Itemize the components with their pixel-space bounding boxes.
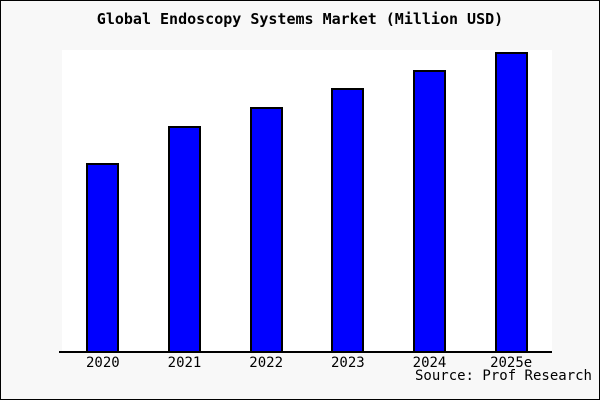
source-note: Source: Prof Research [414,368,592,384]
x-tick-label-2024: 2024 [412,355,447,371]
plot-area [62,50,552,351]
bar-2020 [86,163,120,351]
x-tick-label-2023: 2023 [330,355,365,371]
bar-2025e [494,52,528,351]
bar-2022 [249,107,283,351]
bar-2021 [168,126,201,351]
x-axis-tick-labels: 2020 2021 2022 2023 2024 2025e [1,355,599,373]
x-tick-label-2021: 2021 [167,355,202,371]
x-tick-label-2020: 2020 [85,355,120,371]
chart-title: Global Endoscopy Systems Market (Million… [96,10,504,28]
x-axis-line [59,351,552,353]
x-tick-label-2022: 2022 [249,355,284,371]
x-tick-label-2025e: 2025e [490,355,533,371]
bar-2023 [331,88,365,351]
bar-2024 [413,70,446,351]
